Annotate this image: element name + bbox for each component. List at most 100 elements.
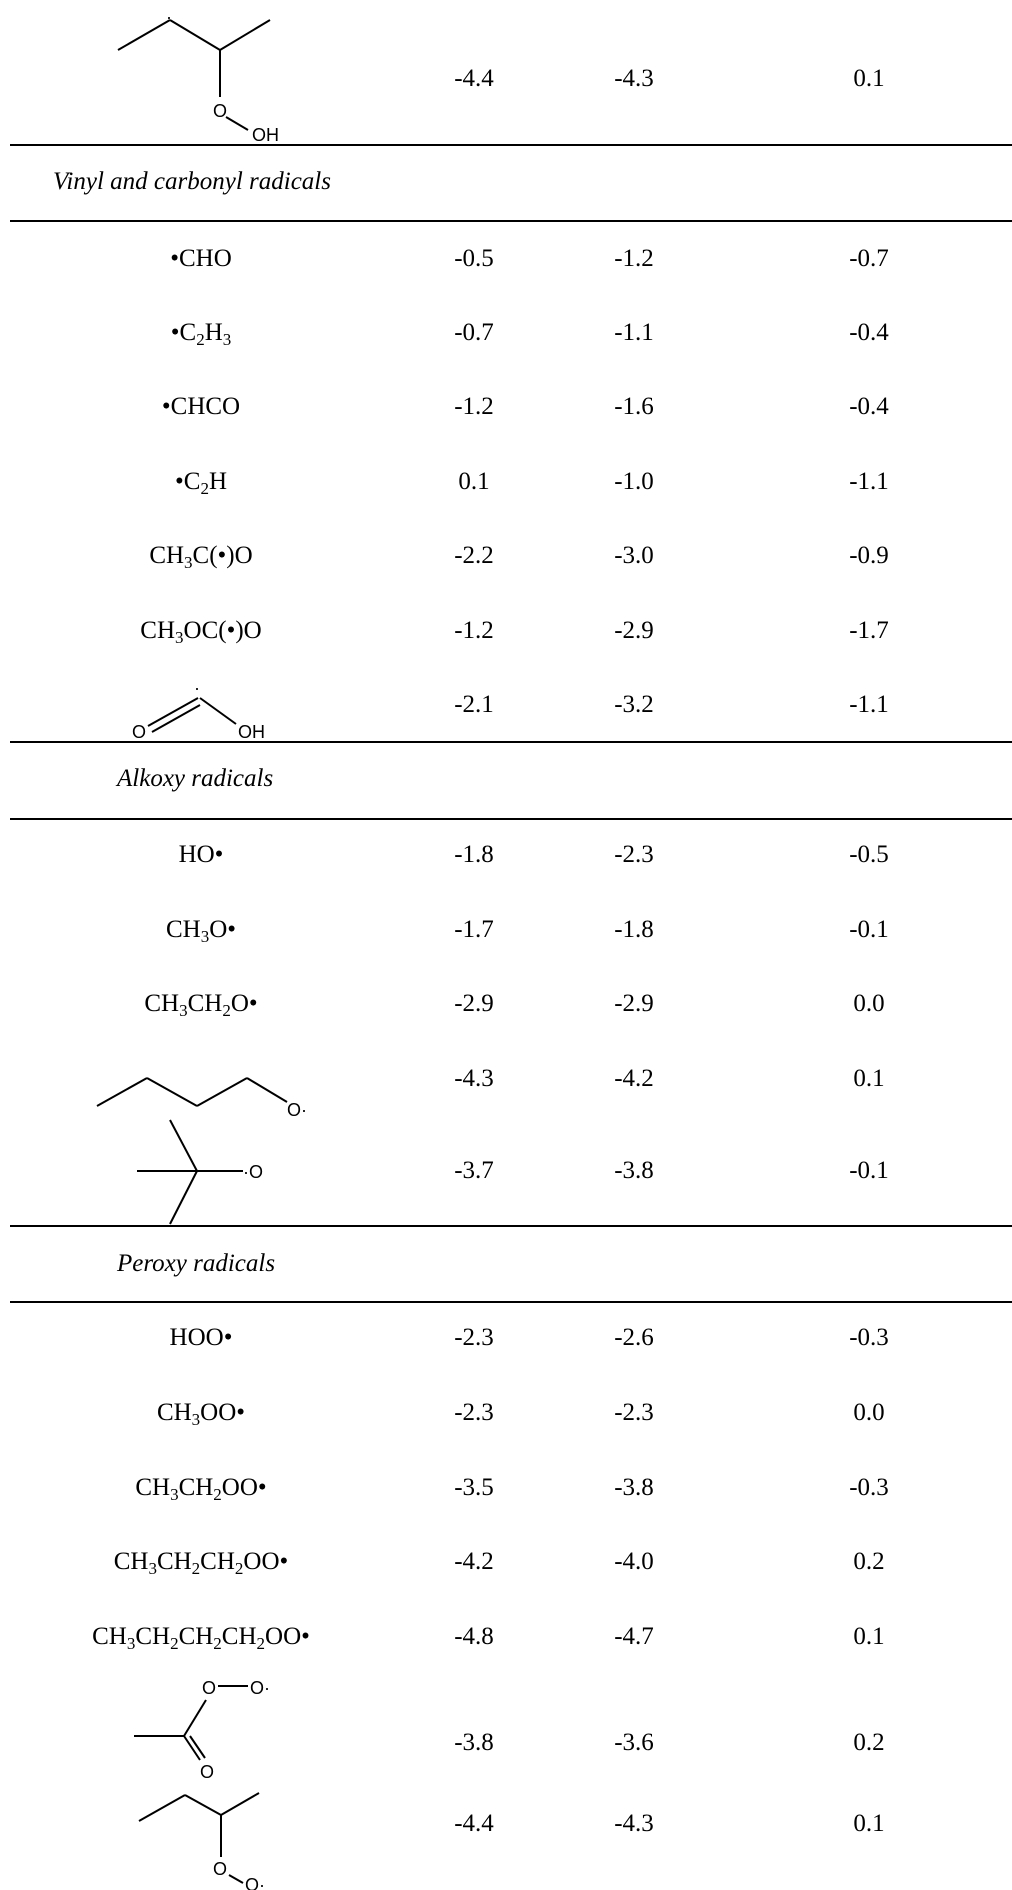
value-col1: -4.3 bbox=[414, 1065, 534, 1093]
value-col2: -3.0 bbox=[574, 542, 694, 570]
section-rule bbox=[10, 220, 1012, 222]
section-rule bbox=[10, 1301, 1012, 1303]
value-col3: 0.1 bbox=[809, 1065, 929, 1093]
svg-text:OH: OH bbox=[238, 722, 265, 742]
value-col3: -0.5 bbox=[809, 841, 929, 869]
species-label: HO• bbox=[40, 841, 362, 869]
value-col2: -2.9 bbox=[574, 617, 694, 645]
value-col2: -4.7 bbox=[574, 1623, 694, 1651]
value-col1: -3.7 bbox=[414, 1157, 534, 1185]
value-col3: 0.2 bbox=[809, 1729, 929, 1757]
svg-text:O: O bbox=[200, 1762, 214, 1782]
svg-text:O·: O· bbox=[287, 1100, 307, 1120]
svg-text:O: O bbox=[213, 101, 227, 121]
value-col3: -0.1 bbox=[809, 1157, 929, 1185]
value-col3: -1.1 bbox=[809, 691, 929, 719]
value-col2: -1.0 bbox=[574, 468, 694, 496]
value-col3: -0.4 bbox=[809, 319, 929, 347]
species-label: CH3CH2CH2OO• bbox=[40, 1548, 362, 1576]
structure-sec-butylperoxy-radical: O O· bbox=[135, 1785, 295, 1890]
svg-text:O·: O· bbox=[250, 1678, 270, 1698]
value-col3: -0.3 bbox=[809, 1324, 929, 1352]
species-label: CH3OC(•)O bbox=[40, 617, 362, 645]
value-col2: -4.0 bbox=[574, 1548, 694, 1576]
section-title: Vinyl and carbonyl radicals bbox=[53, 168, 331, 196]
species-label: •C2H bbox=[40, 468, 362, 496]
value-col2: -4.2 bbox=[574, 1065, 694, 1093]
section-title: Peroxy radicals bbox=[117, 1250, 275, 1278]
value-col3: -0.7 bbox=[809, 245, 929, 273]
value-col1: -3.5 bbox=[414, 1474, 534, 1502]
value-col3: 0.0 bbox=[809, 990, 929, 1018]
value-col3: 0.0 bbox=[809, 1399, 929, 1427]
value-col2: -3.8 bbox=[574, 1474, 694, 1502]
value-col3: 0.1 bbox=[809, 65, 929, 93]
species-label: CH3O• bbox=[40, 916, 362, 944]
value-col1: -2.3 bbox=[414, 1324, 534, 1352]
value-col3: -1.1 bbox=[809, 468, 929, 496]
svg-text:O: O bbox=[132, 722, 146, 742]
value-col3: 0.2 bbox=[809, 1548, 929, 1576]
value-col3: -0.9 bbox=[809, 542, 929, 570]
svg-text:O: O bbox=[249, 1162, 263, 1182]
value-col1: -4.2 bbox=[414, 1548, 534, 1576]
value-col1: -1.8 bbox=[414, 841, 534, 869]
value-col3: -1.7 bbox=[809, 617, 929, 645]
species-label: CH3CH2O• bbox=[40, 990, 362, 1018]
structure-butoxy-radical: O· bbox=[95, 1054, 325, 1114]
species-label: CH3CH2CH2CH2OO• bbox=[40, 1623, 362, 1651]
value-col1: -4.8 bbox=[414, 1623, 534, 1651]
value-col1: -4.4 bbox=[414, 1810, 534, 1838]
structure-tert-butoxy-radical: · O bbox=[135, 1118, 275, 1228]
species-label: CH3CH2OO• bbox=[40, 1474, 362, 1502]
value-col2: -2.3 bbox=[574, 841, 694, 869]
value-col1: -1.2 bbox=[414, 617, 534, 645]
value-col3: -0.4 bbox=[809, 393, 929, 421]
value-col2: -1.8 bbox=[574, 916, 694, 944]
species-label: CH3C(•)O bbox=[40, 542, 362, 570]
value-col2: -2.6 bbox=[574, 1324, 694, 1352]
species-label: CH3OO• bbox=[40, 1399, 362, 1427]
value-col1: -2.1 bbox=[414, 691, 534, 719]
value-col2: -1.6 bbox=[574, 393, 694, 421]
value-col3: -0.1 bbox=[809, 916, 929, 944]
value-col1: -2.3 bbox=[414, 1399, 534, 1427]
value-col2: -2.9 bbox=[574, 990, 694, 1018]
value-col1: 0.1 bbox=[414, 468, 534, 496]
section-rule bbox=[10, 741, 1012, 743]
structure-acetylperoxy-radical: O O· O bbox=[130, 1672, 290, 1782]
section-rule bbox=[10, 144, 1012, 146]
value-col1: -4.4 bbox=[414, 65, 534, 93]
value-col2: -3.2 bbox=[574, 691, 694, 719]
section-rule bbox=[10, 1225, 1012, 1227]
value-col1: -1.7 bbox=[414, 916, 534, 944]
value-col2: -1.2 bbox=[574, 245, 694, 273]
svg-text:O: O bbox=[202, 1678, 216, 1698]
value-col2: -2.3 bbox=[574, 1399, 694, 1427]
species-label: •CHO bbox=[40, 245, 362, 273]
section-rule bbox=[10, 818, 1012, 820]
value-col1: -0.7 bbox=[414, 319, 534, 347]
value-col1: -2.2 bbox=[414, 542, 534, 570]
species-label: •C2H3 bbox=[40, 319, 362, 347]
value-col1: -2.9 bbox=[414, 990, 534, 1018]
svg-text:O·: O· bbox=[245, 1875, 265, 1890]
value-col2: -4.3 bbox=[574, 65, 694, 93]
value-col1: -1.2 bbox=[414, 393, 534, 421]
structure-hydroperoxy-alkyl-radical: · O OH bbox=[110, 5, 290, 145]
species-label: HOO• bbox=[40, 1324, 362, 1352]
section-title: Alkoxy radicals bbox=[117, 765, 273, 793]
value-col2: -4.3 bbox=[574, 1810, 694, 1838]
value-col1: -3.8 bbox=[414, 1729, 534, 1757]
species-label: •CHCO bbox=[40, 393, 362, 421]
value-col2: -3.6 bbox=[574, 1729, 694, 1757]
value-col2: -3.8 bbox=[574, 1157, 694, 1185]
svg-text:·: · bbox=[166, 7, 172, 27]
value-col1: -0.5 bbox=[414, 245, 534, 273]
structure-carboxyl-radical: O · OH bbox=[130, 682, 290, 742]
value-col2: -1.1 bbox=[574, 319, 694, 347]
value-col3: 0.1 bbox=[809, 1810, 929, 1838]
svg-text:·: · bbox=[194, 678, 200, 698]
value-col3: -0.3 bbox=[809, 1474, 929, 1502]
value-col3: 0.1 bbox=[809, 1623, 929, 1651]
